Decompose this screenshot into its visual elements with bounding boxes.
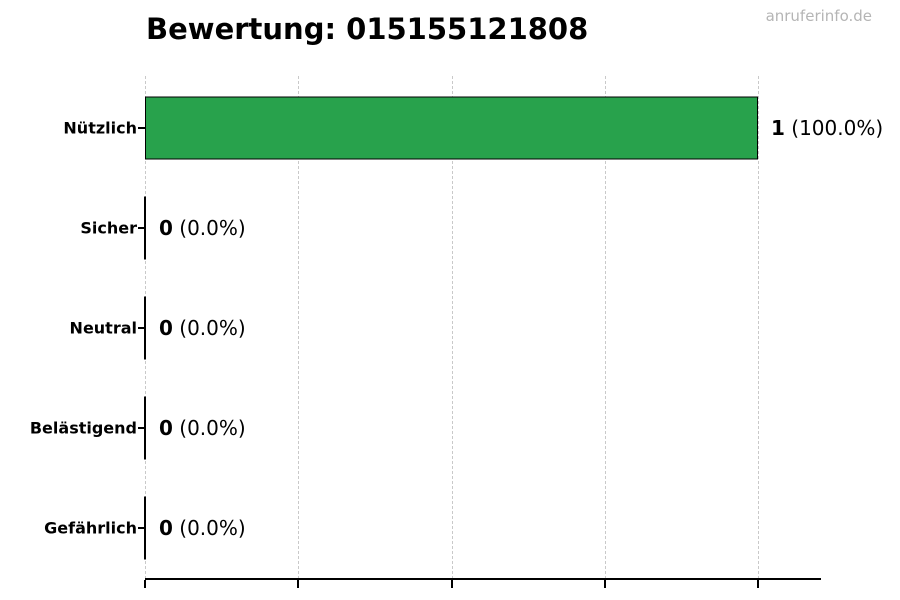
category-label: Neutral [69,318,137,337]
category-label: Nützlich [63,118,137,137]
x-axis-tick [144,580,146,588]
y-axis-tick [138,426,145,429]
x-axis-tick [757,580,759,588]
value-label: 0 (0.0%) [159,515,246,540]
watermark: anruferinfo.de [765,7,872,25]
y-axis-tick [138,226,145,229]
category-label: Belästigend [29,418,137,437]
value-count: 0 [159,515,173,540]
value-label: 0 (0.0%) [159,315,246,340]
gridline [758,76,759,579]
gridline [451,76,453,579]
value-label: 1 (100.0%) [771,115,884,140]
zero-value-bar [144,396,146,459]
category-label: Gefährlich [44,518,137,537]
x-axis-tick [603,580,606,588]
zero-value-bar [144,496,146,559]
value-count: 0 [159,315,173,340]
value-count: 0 [159,415,173,440]
value-label: 0 (0.0%) [159,415,246,440]
zero-value-bar [144,196,146,259]
gridline [298,76,300,579]
y-axis-tick [138,326,145,329]
y-axis-tick [138,526,145,529]
x-axis-tick [450,580,453,588]
category-label: Sicher [80,218,137,237]
gridline [604,76,606,579]
value-label: 0 (0.0%) [159,215,246,240]
x-axis [145,578,821,580]
value-count: 0 [159,215,173,240]
bar [145,96,758,159]
x-axis-tick [297,580,300,588]
chart-title: Bewertung: 015155121808 [146,12,589,46]
y-axis-tick [138,126,145,129]
value-count: 1 [771,115,785,140]
zero-value-bar [144,296,146,359]
